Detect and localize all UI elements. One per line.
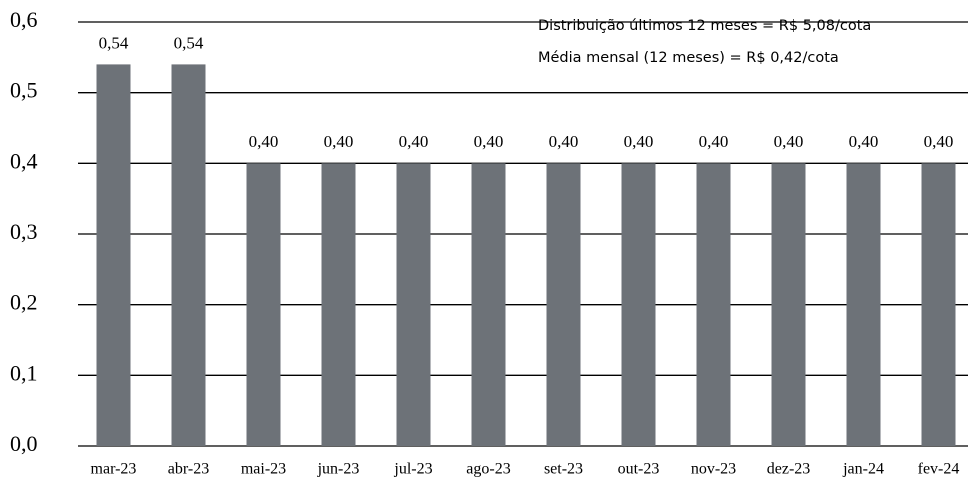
bar <box>846 163 881 447</box>
value-label: 0,54 <box>99 33 129 52</box>
x-tick-label: dez-23 <box>767 461 811 478</box>
x-tick-label: set-23 <box>544 461 583 478</box>
x-tick-label: fev-24 <box>918 461 960 478</box>
annotation: Média mensal (12 meses) = R$ 0,42/cota <box>538 50 839 66</box>
bar <box>696 163 731 447</box>
x-tick-label: jan-24 <box>842 461 884 478</box>
y-tick-label: 0,6 <box>10 7 38 32</box>
bar <box>621 163 656 447</box>
x-tick-label: out-23 <box>618 461 660 478</box>
value-label: 0,40 <box>849 132 879 151</box>
bar <box>171 64 206 447</box>
y-tick-label: 0,4 <box>10 148 38 173</box>
value-label: 0,40 <box>699 132 729 151</box>
value-label: 0,54 <box>174 33 204 52</box>
bar <box>921 163 956 447</box>
bar <box>546 163 581 447</box>
bar <box>471 163 506 447</box>
value-label: 0,40 <box>924 132 954 151</box>
x-tick-label: jul-23 <box>393 461 432 478</box>
x-tick-label: abr-23 <box>168 461 209 478</box>
bar <box>321 163 356 447</box>
annotation: Distribuição últimos 12 meses = R$ 5,08/… <box>538 18 871 34</box>
value-label: 0,40 <box>774 132 804 151</box>
bar <box>771 163 806 447</box>
y-tick-label: 0,0 <box>10 431 38 456</box>
x-tick-label: jun-23 <box>317 461 360 478</box>
y-tick-label: 0,2 <box>10 290 38 315</box>
value-label: 0,40 <box>249 132 279 151</box>
bar <box>246 163 281 447</box>
value-label: 0,40 <box>624 132 654 151</box>
value-label: 0,40 <box>474 132 504 151</box>
y-tick-label: 0,5 <box>10 78 38 103</box>
y-tick-label: 0,1 <box>10 360 38 385</box>
value-label: 0,40 <box>324 132 354 151</box>
bar <box>96 64 131 447</box>
y-tick-label: 0,3 <box>10 219 38 244</box>
x-tick-label: mai-23 <box>241 461 286 478</box>
x-tick-label: nov-23 <box>691 461 736 478</box>
value-label: 0,40 <box>549 132 579 151</box>
value-label: 0,40 <box>399 132 429 151</box>
x-tick-label: mar-23 <box>91 461 137 478</box>
bar <box>396 163 431 447</box>
x-tick-label: ago-23 <box>466 461 510 478</box>
